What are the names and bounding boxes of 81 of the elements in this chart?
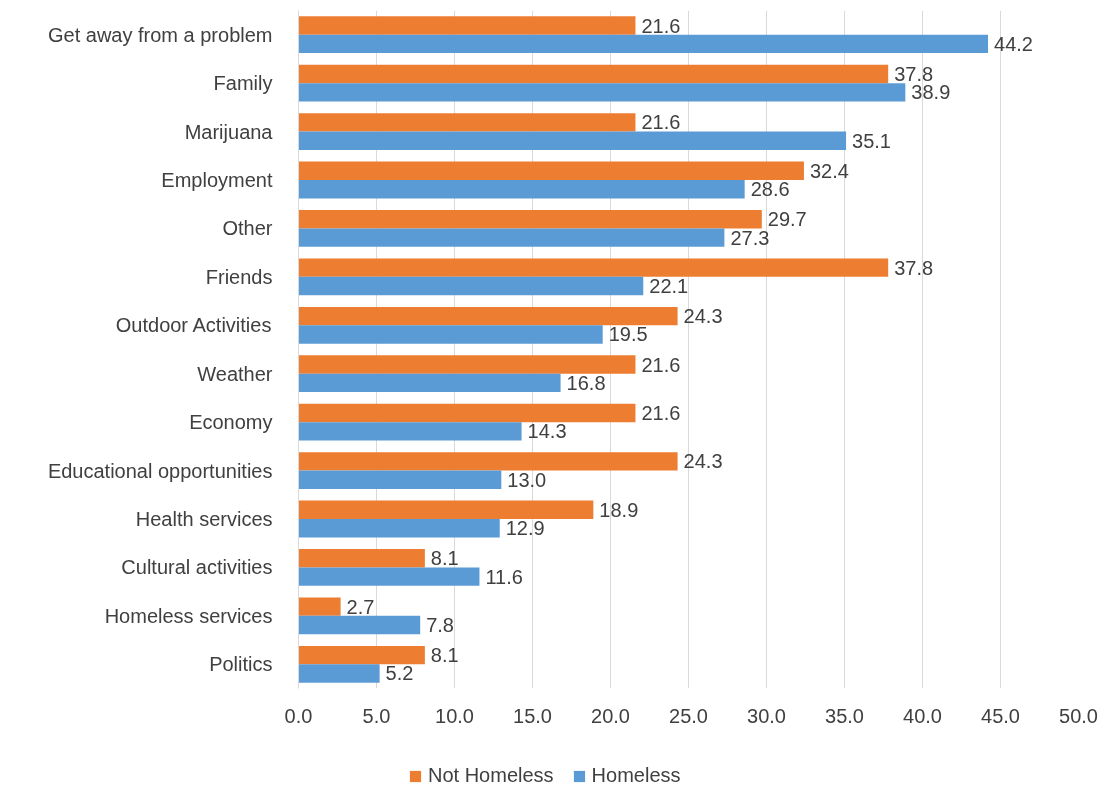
bar — [298, 161, 804, 180]
data-label: 2.7 — [346, 595, 375, 618]
bar — [298, 519, 500, 538]
data-label: 24.3 — [683, 305, 723, 328]
y-tick-label: Get away from a problem — [47, 23, 273, 46]
bar — [298, 422, 522, 441]
data-label: 8.1 — [430, 547, 459, 570]
y-tick-label: Politics — [209, 653, 273, 676]
data-label: 8.1 — [430, 644, 459, 667]
y-tick-label: Cultural activities — [121, 556, 273, 579]
bar — [298, 373, 561, 393]
x-tick-label: 25.0 — [669, 704, 708, 727]
y-tick-label: Educational opportunities — [47, 459, 273, 482]
x-tick-label: 50.0 — [1059, 704, 1098, 727]
data-label: 37.8 — [894, 256, 934, 279]
data-label: 44.2 — [994, 32, 1033, 55]
y-tick-label: Marijuana — [184, 120, 274, 143]
data-label: 24.3 — [683, 450, 723, 473]
bar — [298, 64, 889, 84]
y-tick-label: Other — [222, 217, 273, 240]
data-label: 12.9 — [505, 517, 545, 540]
data-label: 14.3 — [527, 420, 567, 443]
bar — [298, 34, 989, 54]
bar — [298, 210, 762, 229]
legend-label: Not Homeless — [428, 764, 554, 787]
bar — [298, 276, 644, 296]
data-label: 21.6 — [641, 111, 681, 134]
data-label: 29.7 — [767, 208, 807, 231]
bar — [298, 306, 678, 326]
y-tick-label: Economy — [189, 411, 273, 434]
data-label: 7.8 — [426, 614, 454, 637]
y-tick-label: Friends — [205, 265, 273, 288]
data-label: 19.5 — [608, 323, 648, 346]
bar — [298, 597, 341, 616]
bar — [298, 500, 594, 519]
bar — [298, 403, 636, 423]
data-label: 32.4 — [809, 159, 849, 182]
bar — [298, 470, 502, 489]
data-label: 28.6 — [750, 178, 790, 201]
x-tick-label: 45.0 — [981, 704, 1020, 727]
x-tick-label: 10.0 — [435, 704, 474, 727]
bar — [298, 549, 425, 568]
y-tick-label: Homeless services — [104, 604, 273, 627]
data-label: 11.6 — [485, 565, 523, 588]
data-label: 16.8 — [566, 371, 606, 394]
x-tick-label: 35.0 — [825, 704, 864, 727]
data-label: 21.6 — [641, 353, 681, 376]
bar — [298, 567, 480, 586]
y-tick-label: Employment — [161, 169, 273, 191]
y-tick-label: Health services — [135, 508, 273, 530]
bar — [298, 113, 636, 132]
data-label: 18.9 — [599, 498, 639, 521]
data-label: 22.1 — [649, 275, 689, 298]
bar — [298, 452, 678, 471]
bar — [298, 325, 603, 344]
bar — [298, 180, 745, 199]
x-tick-label: 0.0 — [284, 704, 313, 727]
bar — [298, 355, 636, 374]
data-label: 21.6 — [641, 14, 681, 37]
x-tick-label: 20.0 — [591, 704, 630, 727]
y-tick-label: Outdoor Activities — [115, 314, 272, 337]
x-tick-label: 30.0 — [747, 704, 786, 727]
data-label: 35.1 — [852, 129, 891, 152]
bar — [298, 228, 725, 247]
bar — [298, 645, 425, 665]
y-tick-label: Weather — [197, 362, 273, 385]
x-tick-label: 15.0 — [513, 704, 552, 727]
y-tick-label: Family — [213, 72, 273, 95]
bar — [298, 16, 636, 35]
bar — [298, 258, 889, 277]
x-tick-label: 5.0 — [362, 704, 391, 727]
data-label: 27.3 — [730, 226, 770, 249]
x-tick-label: 40.0 — [903, 704, 942, 727]
bar — [298, 83, 906, 102]
bar — [298, 131, 847, 150]
data-label: 5.2 — [385, 662, 414, 685]
data-label: 21.6 — [641, 401, 681, 424]
bar — [298, 615, 421, 635]
bar — [298, 664, 380, 683]
legend-label: Homeless — [591, 764, 681, 787]
data-label: 13.0 — [507, 468, 547, 491]
